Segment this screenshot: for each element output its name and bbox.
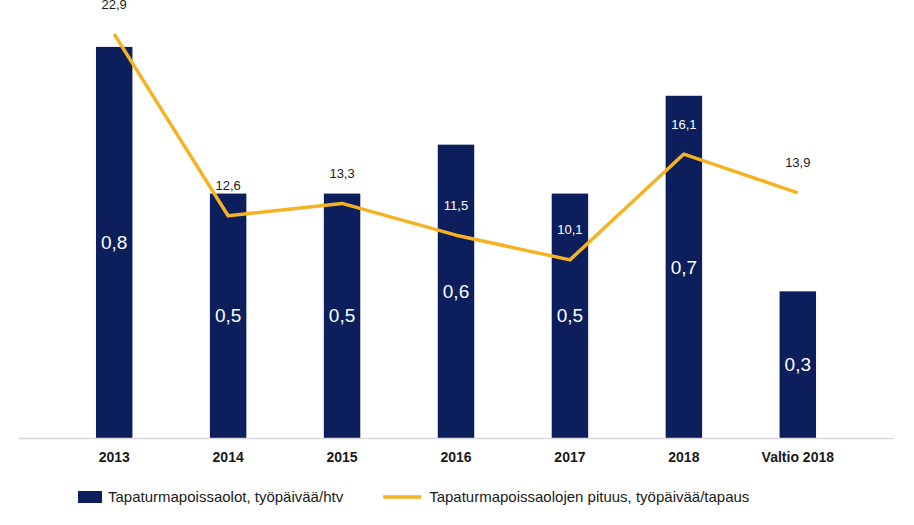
bar	[666, 96, 702, 438]
tick-label: 2017	[554, 449, 585, 465]
bar	[780, 291, 816, 438]
bar	[552, 194, 588, 438]
bar	[438, 145, 474, 438]
line-label: 13,3	[329, 166, 354, 181]
bar-label: 0,5	[557, 305, 583, 326]
bar	[96, 47, 132, 438]
tick-label: 2014	[213, 449, 244, 465]
tick-label: 2013	[99, 449, 130, 465]
data-labels: 0,8 0,5 0,5 0,6 0,5 0,7 0,3 22,9 12,6 13,3 11,5 10,…	[101, 0, 811, 375]
tick: 2014	[213, 438, 244, 465]
bar-label: 0,5	[329, 305, 355, 326]
legend-label: Tapaturmapoissaolojen pituus, työpäivää/…	[429, 488, 749, 505]
tick-label: 2018	[668, 449, 699, 465]
tick: Valtio 2018	[762, 438, 835, 465]
tick-label: Valtio 2018	[762, 449, 835, 465]
line-label: 11,5	[444, 198, 468, 213]
tick: 2013	[99, 438, 130, 465]
tick: 2016	[440, 438, 471, 465]
legend-item: Tapaturmapoissaolot, työpäivää/htv	[78, 488, 344, 505]
legend-item: Tapaturmapoissaolojen pituus, työpäivää/…	[383, 488, 749, 505]
axis-line	[19, 438, 894, 440]
bar-label: 0,3	[785, 354, 811, 375]
bar	[210, 194, 246, 438]
tick-label: 2015	[326, 449, 357, 465]
line-label: 10,1	[557, 222, 582, 237]
chart: 0,8 0,5 0,5 0,6 0,5 0,7 0,3 22,9 12,6 13,3 11,5 10,…	[0, 0, 914, 525]
line	[114, 34, 798, 260]
line-label: 12,6	[215, 178, 240, 193]
legend-label: Tapaturmapoissaolot, työpäivää/htv	[108, 488, 344, 505]
legend-swatch	[78, 491, 102, 503]
line-label: 16,1	[671, 117, 696, 132]
tick-label: 2016	[440, 449, 471, 465]
plot-area	[96, 34, 816, 438]
bar-label: 0,6	[443, 281, 469, 302]
line-label: 22,9	[102, 0, 127, 12]
legend: Tapaturmapoissaolot, työpäivää/htv Tapatu…	[78, 488, 749, 505]
bar-label: 0,5	[215, 305, 241, 326]
x-axis: 2013 2014 2015 2016 2017 2018 Valtio 2018	[19, 438, 894, 465]
tick: 2015	[326, 438, 357, 465]
tick: 2017	[554, 438, 585, 465]
bar	[324, 194, 360, 438]
legend-swatch	[383, 495, 421, 499]
line-label: 13,9	[785, 155, 810, 170]
bar-label: 0,7	[671, 257, 697, 278]
tick: 2018	[668, 438, 699, 465]
bar-label: 0,8	[101, 232, 127, 253]
